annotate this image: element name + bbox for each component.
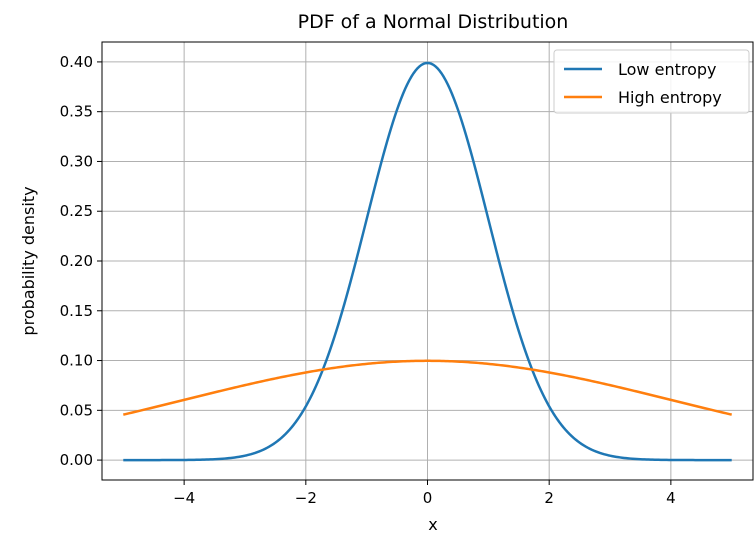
y-tick-label: 0.30 <box>60 152 93 170</box>
legend-label-low-entropy: Low entropy <box>618 60 717 79</box>
y-axis-label: probability density <box>19 186 38 335</box>
legend-box <box>553 49 750 114</box>
y-tick-label: 0.00 <box>60 451 93 469</box>
tick-layer: −4 −2 0 2 4 0.00 0.05 0.10 0.15 0.20 0.25 0.30 0.35 0… <box>60 53 676 507</box>
x-axis-label: x <box>428 515 437 534</box>
y-tick-label: 0.20 <box>60 252 93 270</box>
x-tick-label: −4 <box>173 489 195 507</box>
chart-title: PDF of a Normal Distribution <box>298 11 569 33</box>
series-layer <box>123 61 732 462</box>
y-tick-label: 0.35 <box>60 103 93 121</box>
y-tick-label: 0.05 <box>60 401 93 419</box>
x-tick-label: −2 <box>295 489 317 507</box>
y-tick-label: 0.25 <box>60 202 93 220</box>
x-tick-label: 4 <box>666 489 676 507</box>
legend: Low entropy High entropy <box>553 49 750 114</box>
series-line-high-entropy <box>123 359 732 416</box>
legend-label-high-entropy: High entropy <box>618 88 722 107</box>
y-tick-label: 0.10 <box>60 352 93 370</box>
x-tick-label: 0 <box>423 489 433 507</box>
series-line-low-entropy <box>123 61 732 462</box>
x-tick-label: 2 <box>544 489 554 507</box>
y-tick-label: 0.40 <box>60 53 93 71</box>
y-tick-label: 0.15 <box>60 302 93 320</box>
